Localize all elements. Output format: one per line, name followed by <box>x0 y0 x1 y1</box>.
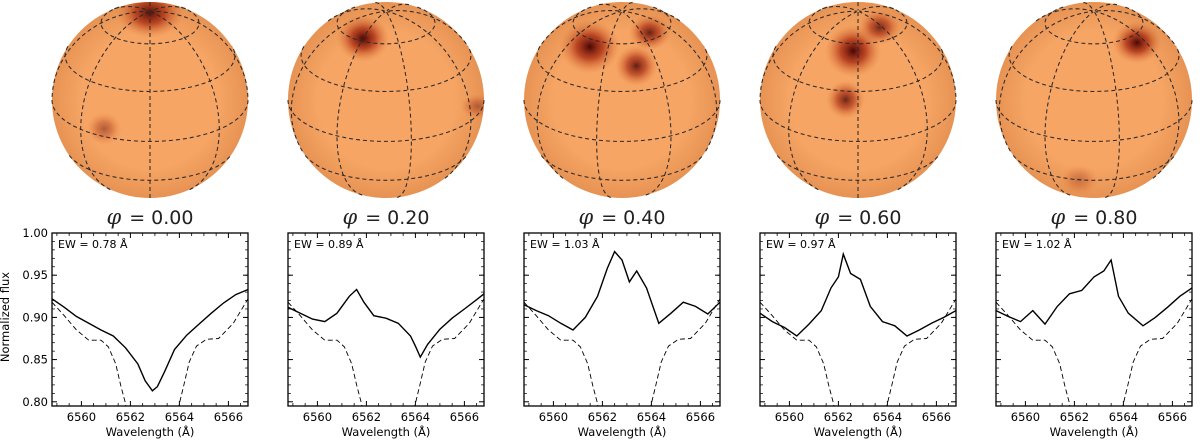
limb-darkening <box>288 2 484 198</box>
y-tick-label: 0.80 <box>22 395 48 409</box>
limb-darkening <box>524 2 720 198</box>
template-profile-line <box>760 298 956 406</box>
phase-labels: φ = 0.00 φ = 0.20 φ = 0.40 φ = 0.60 φ = 0.80 <box>107 205 1138 229</box>
coordinate-grid <box>759 2 957 198</box>
x-axis-label: Wavelength (Å) <box>1050 424 1139 439</box>
x-tick-label: 6562 <box>588 410 617 424</box>
x-tick-label: 6560 <box>1011 410 1040 424</box>
equivalent-width-label: EW = 1.03 Å <box>530 238 600 251</box>
x-tick-label: 6562 <box>1060 410 1089 424</box>
x-tick-label: 6564 <box>401 410 430 424</box>
x-tick-label: 6562 <box>352 410 381 424</box>
phase-value: = 0.80 <box>1073 207 1137 229</box>
y-tick-label: 0.95 <box>22 268 48 282</box>
coordinate-grid <box>523 2 721 198</box>
x-axis-label: Wavelength (Å) <box>578 424 667 439</box>
x-tick-label: 6564 <box>1109 410 1138 424</box>
x-tick-label: 6564 <box>165 410 194 424</box>
profile-panel-1: 6560 6562 6564 6566 EW = 0.89 Å Wavelength (Å… <box>287 232 485 439</box>
phase-label: φ = 0.00 <box>107 205 194 229</box>
phase-value: = 0.60 <box>837 207 901 229</box>
observed-profile-line <box>996 258 1192 327</box>
x-tick-label: 6566 <box>1158 410 1187 424</box>
phase-symbol: φ <box>1051 205 1066 229</box>
template-profile-line <box>52 298 248 406</box>
y-tick-label: 0.90 <box>22 310 48 324</box>
profile-panel-3: 6560 6562 6564 6566 EW = 0.97 Å Wavelength (Å… <box>759 232 957 439</box>
phase-symbol: φ <box>579 205 594 229</box>
x-tick-label: 6560 <box>303 410 332 424</box>
x-tick-label: 6566 <box>214 410 243 424</box>
phase-label: φ = 0.80 <box>1051 205 1138 229</box>
phase-value: = 0.00 <box>129 207 193 229</box>
x-tick-label: 6566 <box>450 410 479 424</box>
phase-symbol: φ <box>107 205 122 229</box>
plot-frame <box>523 232 721 407</box>
x-tick-label: 6560 <box>539 410 568 424</box>
phase-symbol: φ <box>343 205 358 229</box>
stellar-surface-maps <box>51 2 1193 198</box>
x-axis-label: Wavelength (Å) <box>106 424 195 439</box>
x-tick-label: 6560 <box>67 410 96 424</box>
limb-darkening <box>996 2 1192 198</box>
y-axis-label: Normalized flux <box>0 272 12 362</box>
profile-panel-4: 6560 6562 6564 6566 EW = 1.02 Å Wavelength (Å… <box>995 232 1193 439</box>
profile-panel-2: 6560 6562 6564 6566 EW = 1.03 Å Wavelength (Å… <box>523 232 721 439</box>
coordinate-grid <box>51 2 249 198</box>
plot-frame <box>995 232 1193 407</box>
observed-profile-line <box>52 288 248 392</box>
plot-frame <box>759 232 957 407</box>
phase-symbol: φ <box>815 205 830 229</box>
x-axis-label: Wavelength (Å) <box>342 424 431 439</box>
x-axis-label: Wavelength (Å) <box>814 424 903 439</box>
phase-label: φ = 0.60 <box>815 205 902 229</box>
phase-label: φ = 0.20 <box>343 205 430 229</box>
phase-value: = 0.20 <box>365 207 429 229</box>
coordinate-grid <box>287 2 485 198</box>
star-map-1 <box>287 2 485 198</box>
star-map-4 <box>995 2 1193 198</box>
x-tick-label: 6562 <box>116 410 145 424</box>
observed-profile-line <box>288 288 484 359</box>
x-tick-label: 6566 <box>686 410 715 424</box>
equivalent-width-label: EW = 0.78 Å <box>58 238 128 251</box>
equivalent-width-label: EW = 0.89 Å <box>294 238 364 251</box>
template-profile-line <box>524 298 720 406</box>
plot-frame <box>287 232 485 407</box>
profile-panel-0: 6560 6562 6564 6566 0.80 0.85 0.90 0.95 1.00 EW =… <box>22 226 249 439</box>
y-tick-label: 0.85 <box>22 353 48 367</box>
phase-label: φ = 0.40 <box>579 205 666 229</box>
equivalent-width-label: EW = 0.97 Å <box>766 238 836 251</box>
x-tick-label: 6560 <box>775 410 804 424</box>
equivalent-width-label: EW = 1.02 Å <box>1002 238 1072 251</box>
plot-frame <box>51 232 249 407</box>
x-tick-label: 6562 <box>824 410 853 424</box>
x-tick-label: 6566 <box>922 410 951 424</box>
star-map-3 <box>759 2 957 198</box>
h-alpha-profile-panels: 6560 6562 6564 6566 0.80 0.85 0.90 0.95 1.00 EW =… <box>22 226 1193 439</box>
star-map-0 <box>51 2 249 198</box>
phase-value: = 0.40 <box>601 207 665 229</box>
observed-profile-line <box>524 250 720 331</box>
coordinate-grid <box>995 2 1193 198</box>
x-tick-label: 6564 <box>873 410 902 424</box>
observed-profile-line <box>760 251 956 337</box>
y-tick-label: 1.00 <box>22 226 48 240</box>
star-map-2 <box>523 2 721 198</box>
x-tick-label: 6564 <box>637 410 666 424</box>
